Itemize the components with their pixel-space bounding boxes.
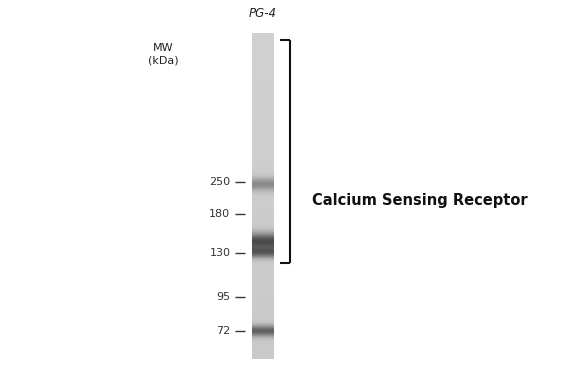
- Text: 130: 130: [210, 248, 230, 259]
- Text: Calcium Sensing Receptor: Calcium Sensing Receptor: [311, 193, 527, 208]
- Text: PG-4: PG-4: [249, 7, 277, 20]
- Text: 250: 250: [210, 177, 230, 187]
- Text: 72: 72: [216, 327, 230, 336]
- Text: 95: 95: [217, 292, 230, 302]
- Text: MW
(kDa): MW (kDa): [148, 43, 178, 65]
- Text: 180: 180: [210, 209, 230, 220]
